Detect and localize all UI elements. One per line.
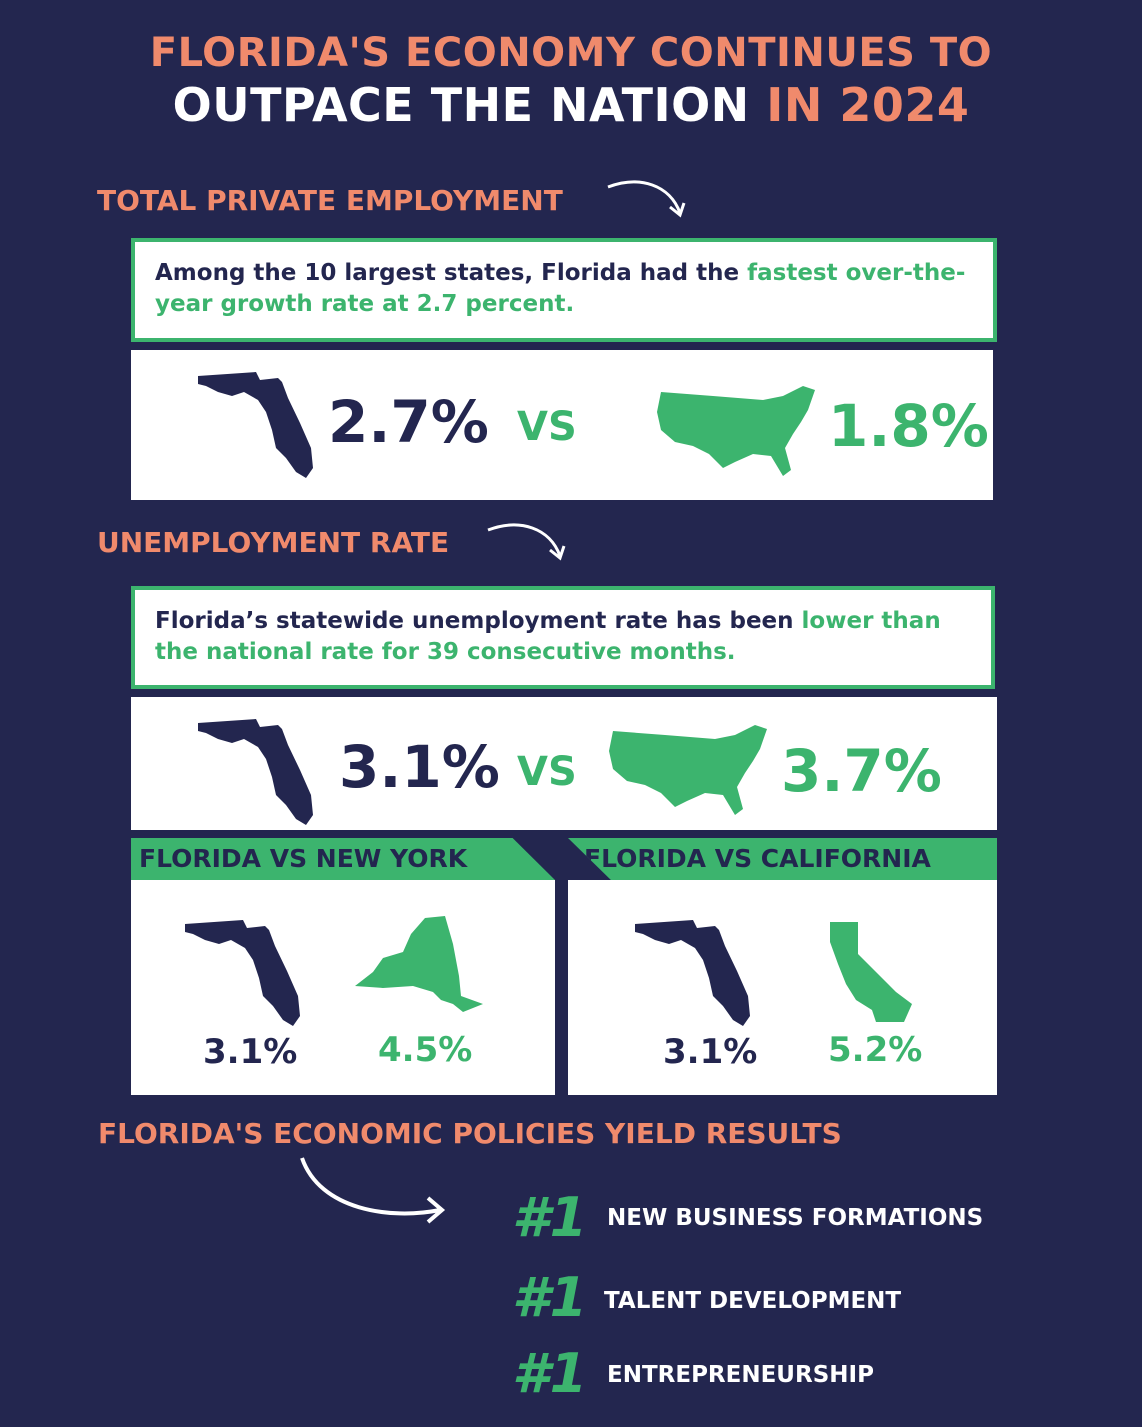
other-value: 5.2% <box>828 1030 923 1070</box>
florida-value: 3.1% <box>339 733 500 801</box>
florida-value: 2.7% <box>328 388 489 456</box>
nation-value: 3.7% <box>781 737 942 805</box>
vs: VS <box>517 404 577 450</box>
title-line: FLORIDA'S ECONOMY CONTINUES TO <box>149 30 993 76</box>
title-line: OUTPACE THE NATION IN 2024 <box>0 78 1142 132</box>
stat-panel: 2.7% VS 1.8% <box>131 350 993 500</box>
rank: #1 <box>512 1342 588 1405</box>
comparison-panel: 3.1% 4.5% <box>131 880 555 1095</box>
comparison-label: FLORIDA VS NEW YORK <box>131 838 555 880</box>
rank: #1 <box>512 1266 588 1329</box>
usa-icon <box>609 725 767 815</box>
florida-icon <box>198 719 313 825</box>
section-heading: FLORIDA'S ECONOMIC POLICIES YIELD RESULT… <box>98 1117 842 1150</box>
rank-label: ENTREPRENEURSHIP <box>607 1362 874 1388</box>
rank-label: TALENT DEVELOPMENT <box>604 1288 902 1314</box>
florida-value: 3.1% <box>203 1032 298 1072</box>
rank: #1 <box>512 1186 588 1249</box>
statement-highlight: lower than the national rate for 39 cons… <box>155 608 941 665</box>
arrow <box>607 180 686 218</box>
florida-icon <box>635 920 750 1026</box>
statement-highlight: fastest over-the-year growth rate at 2.7… <box>155 260 966 317</box>
florida-value: 3.1% <box>663 1032 758 1072</box>
california-icon <box>830 922 912 1022</box>
title-main: OUTPACE THE NATION <box>172 78 750 132</box>
comparison-panel: 3.1% 5.2% <box>568 880 997 1095</box>
arrow <box>487 523 566 561</box>
florida-icon <box>185 920 300 1026</box>
statement-text: Among the 10 largest states, Florida had… <box>155 260 740 286</box>
statement: Among the 10 largest states, Florida had… <box>131 238 997 342</box>
statement-text: Florida’s statewide unemployment rate ha… <box>155 608 794 634</box>
vs: VS <box>517 749 577 795</box>
rank-label: NEW BUSINESS FORMATIONS <box>607 1205 984 1231</box>
section-heading: UNEMPLOYMENT RATE <box>97 526 450 559</box>
title-accent: IN 2024 <box>766 78 970 132</box>
comparison-label: FLORIDA VS CALIFORNIA <box>568 838 997 880</box>
usa-icon <box>657 386 815 476</box>
nation-value: 1.8% <box>828 392 989 460</box>
section-heading: TOTAL PRIVATE EMPLOYMENT <box>97 184 563 217</box>
other-value: 4.5% <box>378 1030 473 1070</box>
arrow <box>300 1157 446 1224</box>
stat-panel: 3.1% VS 3.7% <box>131 697 997 830</box>
statement: Florida’s statewide unemployment rate ha… <box>131 586 995 689</box>
new-york-icon <box>355 916 483 1012</box>
florida-icon <box>198 372 313 478</box>
